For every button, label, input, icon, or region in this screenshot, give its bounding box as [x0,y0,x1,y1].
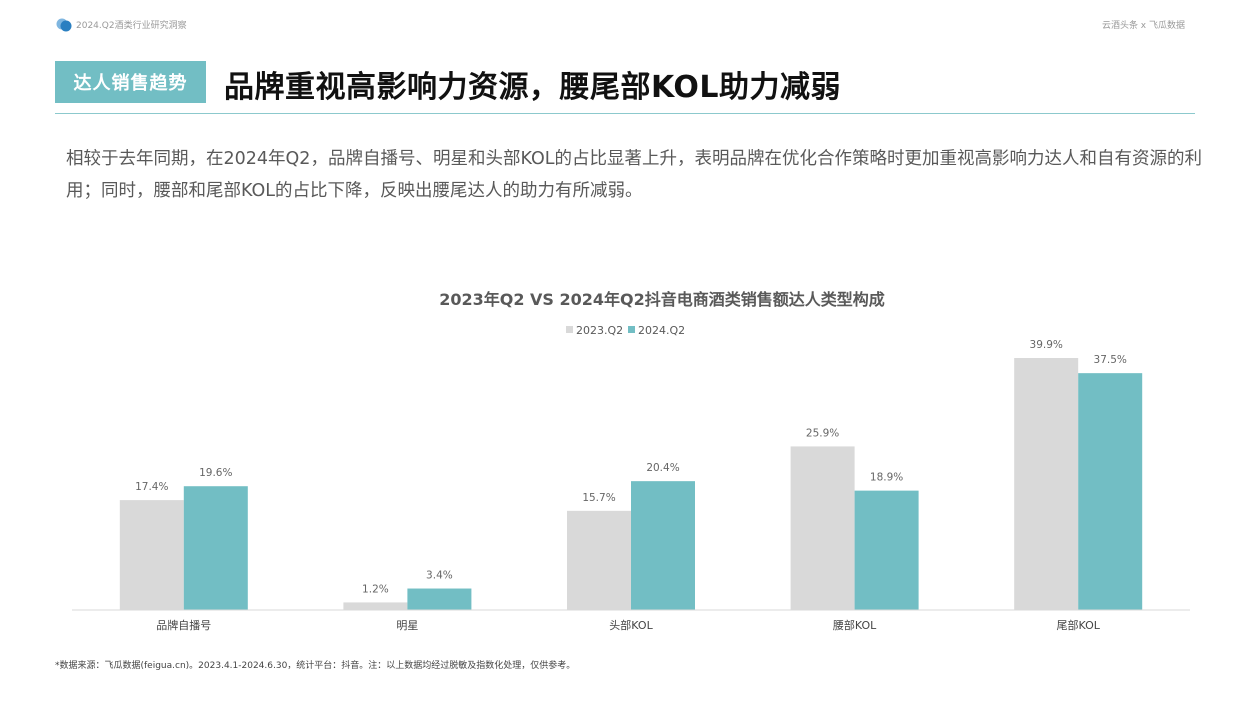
section-tag: 达人销售趋势 [55,61,206,103]
logo-icon [56,18,72,32]
chart-legend: 2023.Q2 2024.Q2 [566,324,685,337]
data-label-1-0: 19.6% [199,467,232,479]
data-label-1-2: 20.4% [646,462,679,474]
data-label-0-0: 17.4% [135,481,168,493]
data-label-1-3: 18.9% [870,472,903,484]
data-label-0-1: 1.2% [362,583,389,595]
legend-label-1: 2024.Q2 [638,324,685,337]
summary-paragraph: 相较于去年同期，在2024年Q2，品牌自播号、明星和头部KOL的占比显著上升，表… [66,149,1202,201]
x-tick-label-3: 腰部KOL [833,618,877,632]
title-divider [55,113,1195,114]
bar-0-1 [343,602,408,610]
legend-label-0: 2023.Q2 [576,324,623,337]
bar-chart: 2023年Q2 VS 2024年Q2抖音电商酒类销售额达人类型构成 2023.Q… [72,290,1190,632]
top-bar: 2024.Q2酒类行业研究洞察 云酒头条 x 飞瓜数据 [56,16,1185,34]
x-tick-label-0: 品牌自播号 [156,618,211,632]
source-footnote: *数据来源：飞瓜数据(feigua.cn)。2023.4.1-2024.6.30… [55,661,576,671]
legend-swatch-1 [628,326,635,333]
bar-1-1 [407,588,472,610]
report-title: 2024.Q2酒类行业研究洞察 [76,21,187,31]
bar-1-0 [183,486,248,610]
x-tick-label-4: 尾部KOL [1056,618,1100,632]
bar-0-2 [567,510,631,610]
x-tick-label-2: 头部KOL [609,618,653,632]
chart-title: 2023年Q2 VS 2024年Q2抖音电商酒类销售额达人类型构成 [439,290,885,309]
page-title: 品牌重视高影响力资源，腰尾部KOL助力减弱 [224,70,842,105]
data-label-1-1: 3.4% [426,570,453,582]
data-label-0-3: 25.9% [806,427,839,439]
bar-1-2 [631,481,695,610]
data-label-0-2: 15.7% [582,492,615,504]
x-tick-label-1: 明星 [396,619,418,632]
bar-1-4 [1078,373,1143,610]
brand-credit: 云酒头条 x 飞瓜数据 [1101,21,1185,31]
bar-0-0 [119,500,184,610]
bar-0-3 [790,446,855,610]
data-label-1-4: 37.5% [1094,354,1127,366]
legend-swatch-0 [566,326,573,333]
bar-0-4 [1014,358,1079,610]
data-label-0-4: 39.9% [1030,339,1063,351]
bar-1-3 [854,490,919,610]
chart-bars: 17.4% 19.6% 品牌自播号 1.2% 3.4% 明星 15.7% 20.4% 头部KOL… [119,339,1143,632]
